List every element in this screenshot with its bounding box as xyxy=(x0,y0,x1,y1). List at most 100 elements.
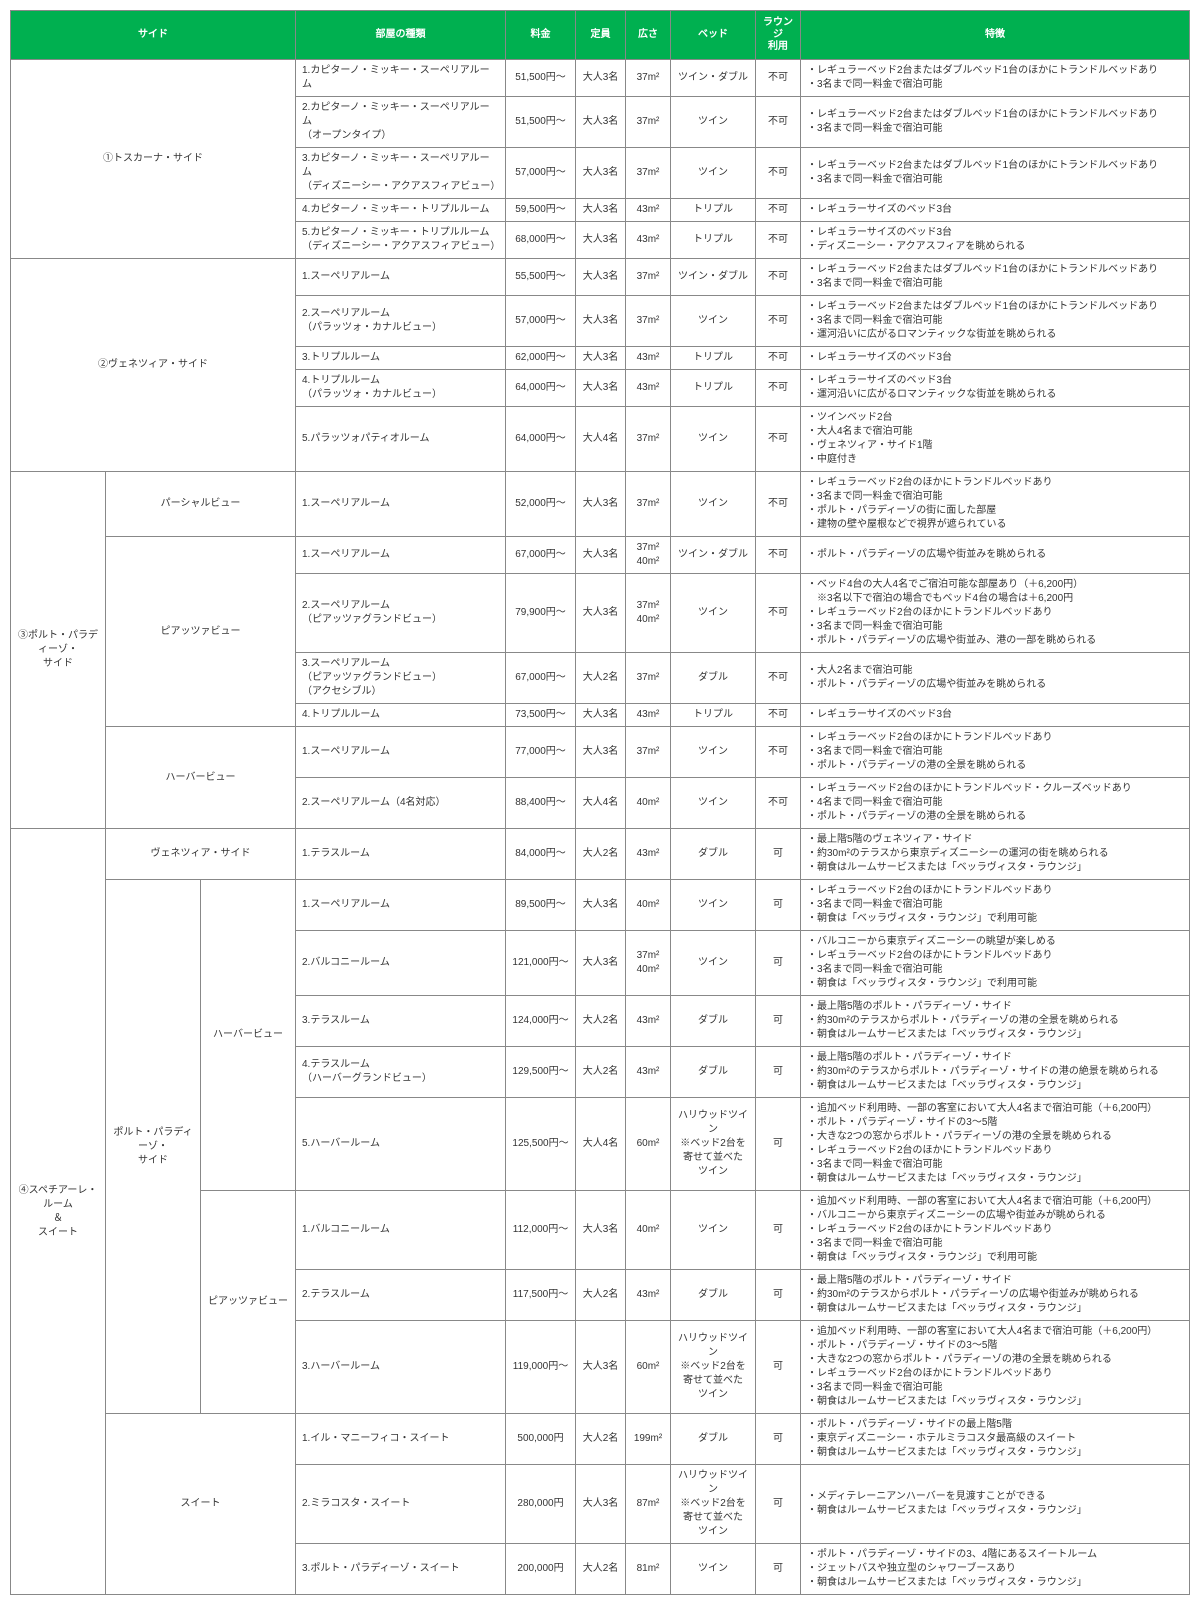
side-label: ②ヴェネツィア・サイド xyxy=(11,259,296,472)
lounge: 可 xyxy=(756,880,801,931)
features: ・追加ベッド利用時、一部の客室において大人4名まで宿泊可能（＋6,200円）・バ… xyxy=(801,1191,1190,1270)
lounge: 不可 xyxy=(756,259,801,296)
size: 43m² xyxy=(626,704,671,727)
sub-label: ポルト・パラディーゾ・サイド xyxy=(106,880,201,1414)
room-name: 3.カピターノ・ミッキー・スーペリアルーム（ディズニーシー・アクアスフィアビュー… xyxy=(296,148,506,199)
capacity: 大人3名 xyxy=(576,222,626,259)
room-name: 5.カピターノ・ミッキー・トリプルルーム（ディズニーシー・アクアスフィアビュー） xyxy=(296,222,506,259)
capacity: 大人2名 xyxy=(576,1544,626,1595)
price: 51,500円～ xyxy=(506,97,576,148)
features: ・レギュラーベッド2台のほかにトランドルベッド・クルーズベッドあり・4名まで同一… xyxy=(801,778,1190,829)
room-name: 4.テラスルーム（ハーバーグランドビュー） xyxy=(296,1047,506,1098)
lounge: 不可 xyxy=(756,727,801,778)
bed: ハリウッドツイン※ベッド2台を寄せて並べたツイン xyxy=(671,1465,756,1544)
lounge: 不可 xyxy=(756,370,801,407)
size: 37m²40m² xyxy=(626,574,671,653)
room-name: 2.スーペリアルーム（4名対応） xyxy=(296,778,506,829)
side-label: ④スペチアーレ・ルーム＆スイート xyxy=(11,829,106,1595)
price: 117,500円～ xyxy=(506,1270,576,1321)
price: 57,000円～ xyxy=(506,296,576,347)
size: 43m² xyxy=(626,370,671,407)
lounge: 不可 xyxy=(756,537,801,574)
price: 55,500円～ xyxy=(506,259,576,296)
features: ・バルコニーから東京ディズニーシーの眺望が楽しめる・レギュラーベッド2台のほかに… xyxy=(801,931,1190,996)
price: 84,000円～ xyxy=(506,829,576,880)
lounge: 可 xyxy=(756,1098,801,1191)
size: 43m² xyxy=(626,199,671,222)
features: ・追加ベッド利用時、一部の客室において大人4名まで宿泊可能（＋6,200円）・ポ… xyxy=(801,1098,1190,1191)
bed: ダブル xyxy=(671,1414,756,1465)
features: ・レギュラーベッド2台のほかにトランドルベッドあり・3名まで同一料金で宿泊可能・… xyxy=(801,472,1190,537)
size: 81m² xyxy=(626,1544,671,1595)
room-name: 2.スーペリアルーム（ピアッツァグランドビュー） xyxy=(296,574,506,653)
lounge: 可 xyxy=(756,1414,801,1465)
capacity: 大人3名 xyxy=(576,259,626,296)
features: ・最上階5階のポルト・パラディーゾ・サイド・約30m²のテラスからポルト・パラデ… xyxy=(801,996,1190,1047)
price: 125,500円～ xyxy=(506,1098,576,1191)
size: 43m² xyxy=(626,1047,671,1098)
capacity: 大人3名 xyxy=(576,296,626,347)
lounge: 可 xyxy=(756,829,801,880)
features: ・レギュラーサイズのベッド3台 xyxy=(801,199,1190,222)
size: 37m² xyxy=(626,407,671,472)
price: 64,000円～ xyxy=(506,370,576,407)
lounge: 不可 xyxy=(756,407,801,472)
lounge: 可 xyxy=(756,1270,801,1321)
size: 40m² xyxy=(626,778,671,829)
size: 43m² xyxy=(626,996,671,1047)
size: 37m² xyxy=(626,653,671,704)
lounge: 不可 xyxy=(756,296,801,347)
lounge: 不可 xyxy=(756,704,801,727)
lounge: 不可 xyxy=(756,97,801,148)
size: 37m² xyxy=(626,60,671,97)
price: 112,000円～ xyxy=(506,1191,576,1270)
room-name: 1.バルコニールーム xyxy=(296,1191,506,1270)
bed: ダブル xyxy=(671,1047,756,1098)
lounge: 不可 xyxy=(756,653,801,704)
features: ・最上階5階のポルト・パラディーゾ・サイド・約30m²のテラスからポルト・パラデ… xyxy=(801,1047,1190,1098)
room-name: 1.イル・マニーフィコ・スイート xyxy=(296,1414,506,1465)
room-name: 2.カピターノ・ミッキー・スーペリアルーム（オープンタイプ） xyxy=(296,97,506,148)
header-price: 料金 xyxy=(506,11,576,60)
side-label: ③ポルト・パラディーゾ・サイド xyxy=(11,472,106,829)
features: ・レギュラーサイズのベッド3台・運河沿いに広がるロマンティックな街並を眺められる xyxy=(801,370,1190,407)
size: 37m² xyxy=(626,148,671,199)
bed: ツイン xyxy=(671,778,756,829)
room-name: 2.テラスルーム xyxy=(296,1270,506,1321)
capacity: 大人4名 xyxy=(576,778,626,829)
size: 40m² xyxy=(626,1191,671,1270)
capacity: 大人3名 xyxy=(576,60,626,97)
room-name: 2.バルコニールーム xyxy=(296,931,506,996)
lounge: 可 xyxy=(756,1321,801,1414)
features: ・レギュラーベッド2台またはダブルベッド1台のほかにトランドルベッドあり・3名ま… xyxy=(801,97,1190,148)
room-name: 1.スーペリアルーム xyxy=(296,537,506,574)
table-row: ④スペチアーレ・ルーム＆スイートヴェネツィア・サイド1.テラスルーム84,000… xyxy=(11,829,1190,880)
capacity: 大人3名 xyxy=(576,880,626,931)
lounge: 可 xyxy=(756,1544,801,1595)
room-name: 1.テラスルーム xyxy=(296,829,506,880)
capacity: 大人2名 xyxy=(576,996,626,1047)
table-header: サイド 部屋の種類 料金 定員 広さ ベッド ラウンジ利用 特徴 xyxy=(11,11,1190,60)
bed: ダブル xyxy=(671,1270,756,1321)
size: 43m² xyxy=(626,1270,671,1321)
bed: ツイン・ダブル xyxy=(671,60,756,97)
nested-label: ピアッツァビュー xyxy=(201,1191,296,1414)
price: 124,000円～ xyxy=(506,996,576,1047)
bed: ハリウッドツイン※ベッド2台を寄せて並べたツイン xyxy=(671,1321,756,1414)
lounge: 可 xyxy=(756,1047,801,1098)
features: ・レギュラーサイズのベッド3台 xyxy=(801,347,1190,370)
price: 77,000円～ xyxy=(506,727,576,778)
capacity: 大人2名 xyxy=(576,1047,626,1098)
table-row: ピアッツァビュー1.スーペリアルーム67,000円～大人3名37m²40m²ツイ… xyxy=(11,537,1190,574)
hotel-room-table: サイド 部屋の種類 料金 定員 広さ ベッド ラウンジ利用 特徴 ①トスカーナ・… xyxy=(10,10,1190,1595)
size: 37m² xyxy=(626,97,671,148)
capacity: 大人3名 xyxy=(576,1321,626,1414)
price: 57,000円～ xyxy=(506,148,576,199)
room-name: 1.スーペリアルーム xyxy=(296,472,506,537)
table-row: ②ヴェネツィア・サイド1.スーペリアルーム55,500円～大人3名37m²ツイン… xyxy=(11,259,1190,296)
lounge: 不可 xyxy=(756,199,801,222)
lounge: 不可 xyxy=(756,574,801,653)
bed: ツイン xyxy=(671,1544,756,1595)
size: 40m² xyxy=(626,880,671,931)
lounge: 可 xyxy=(756,931,801,996)
